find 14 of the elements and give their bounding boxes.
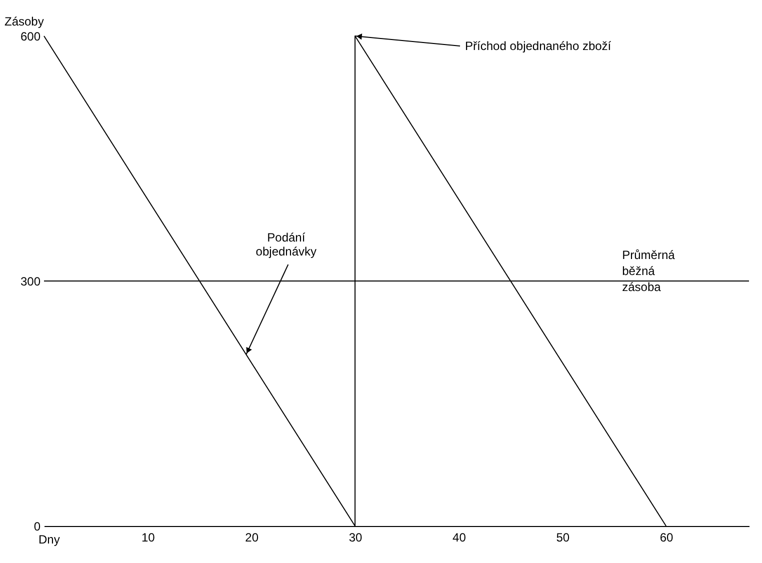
x-tick-label: 20 xyxy=(245,530,259,544)
x-tick-label: 10 xyxy=(141,530,156,544)
annotation: Příchod objednaného zboží xyxy=(465,39,612,53)
x-tick-label: 30 xyxy=(348,530,363,544)
annotation: Podání objednávky xyxy=(256,230,317,258)
y-tick-label: 0 xyxy=(34,520,41,534)
y-tick-label: 300 xyxy=(20,274,41,288)
x-tick-label: 40 xyxy=(452,530,466,544)
x-axis-title: Dny xyxy=(38,532,60,546)
y-axis-title: Zásoby xyxy=(4,14,44,28)
y-tick-label: 600 xyxy=(20,30,41,44)
x-tick-label: 50 xyxy=(556,530,570,544)
x-tick-label: 60 xyxy=(660,530,674,544)
ref-line-label: Průměrná běžná zásoba xyxy=(622,248,676,294)
